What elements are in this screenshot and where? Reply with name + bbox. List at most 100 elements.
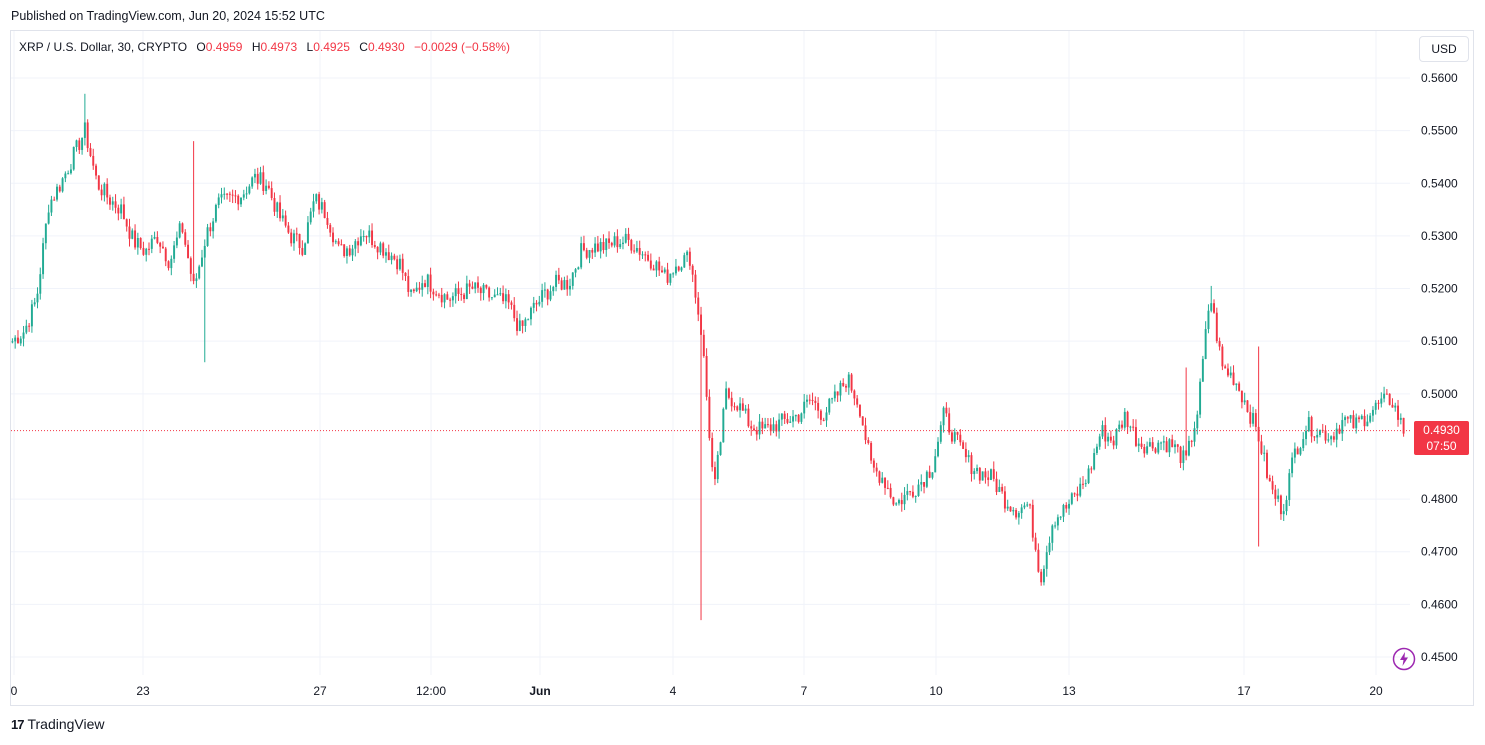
- candle-body: [571, 272, 574, 286]
- candle-body: [499, 293, 502, 295]
- candle-body: [727, 388, 730, 398]
- time-tick-label: 27: [313, 684, 327, 698]
- candle-body: [527, 319, 530, 321]
- candle-body: [1397, 405, 1400, 420]
- lightning-bolt-icon[interactable]: [1392, 647, 1416, 671]
- candle-body: [1360, 415, 1363, 420]
- candle-body: [245, 193, 248, 195]
- candle-body: [808, 399, 811, 401]
- candle-body: [36, 293, 39, 303]
- candle-body: [1277, 495, 1280, 499]
- candle-body: [903, 494, 906, 505]
- candle-body: [518, 320, 521, 331]
- open-value: 0.4959: [205, 40, 243, 54]
- tradingview-footer[interactable]: 17 TradingView: [11, 716, 105, 732]
- candle-body: [1176, 444, 1179, 447]
- candle-body: [870, 443, 873, 461]
- candle-body: [845, 385, 847, 388]
- candle-body: [474, 282, 477, 289]
- candle-body: [471, 286, 474, 289]
- candle-body: [320, 202, 323, 210]
- tradingview-brand: TradingView: [27, 716, 105, 732]
- candle-body: [1107, 436, 1110, 442]
- candle-body: [596, 243, 599, 252]
- price-tick-label: 0.5200: [1421, 282, 1458, 296]
- candle-body: [16, 337, 19, 344]
- candle-body: [1358, 417, 1360, 420]
- currency-button[interactable]: USD: [1419, 36, 1469, 62]
- candle-body: [599, 242, 602, 252]
- candle-body: [1109, 436, 1112, 441]
- candle-body: [465, 283, 468, 300]
- time-tick-label: 13: [1062, 684, 1076, 698]
- candle-body: [1146, 446, 1149, 454]
- candle-body: [644, 254, 647, 256]
- candle-body: [582, 243, 585, 251]
- time-tick-label: 17: [1237, 684, 1251, 698]
- chart-frame[interactable]: [10, 30, 1474, 706]
- candle-body: [1266, 452, 1268, 478]
- candle-body: [1137, 443, 1140, 446]
- candle-body: [605, 238, 608, 251]
- candle-body: [909, 491, 912, 493]
- time-tick-label: 12:00: [416, 684, 446, 698]
- candle-body: [973, 471, 976, 475]
- candle-body: [139, 237, 142, 249]
- candle-body: [359, 236, 362, 246]
- candle-body: [189, 258, 192, 274]
- candle-body: [878, 471, 881, 483]
- candle-body: [970, 455, 973, 475]
- candle-body: [351, 248, 354, 256]
- candle-body: [842, 382, 845, 386]
- candle-body: [1260, 441, 1263, 454]
- candle-body: [1042, 568, 1045, 583]
- candle-body: [284, 215, 287, 226]
- candle-body: [900, 500, 903, 505]
- symbol-legend[interactable]: XRP / U.S. Dollar, 30, CRYPTO O0.4959 H0…: [19, 40, 510, 54]
- candle-body: [318, 194, 321, 210]
- candle-body: [345, 248, 348, 256]
- open-label: O: [196, 40, 206, 54]
- candle-body: [1059, 516, 1062, 518]
- candle-body: [716, 454, 719, 480]
- candle-body: [1182, 450, 1185, 464]
- candle-body: [468, 283, 471, 287]
- candle-body: [892, 497, 895, 505]
- candle-body: [1185, 450, 1188, 456]
- candle-body: [1190, 440, 1193, 442]
- candle-body: [488, 287, 491, 298]
- candle-body: [811, 399, 814, 401]
- candle-body: [1302, 439, 1305, 449]
- candle-body: [950, 432, 953, 442]
- candle-body: [1115, 429, 1118, 446]
- candle-body: [1341, 420, 1344, 434]
- bar-countdown: 07:50: [1426, 439, 1457, 453]
- candle-body: [365, 236, 368, 238]
- candle-body: [1006, 506, 1009, 509]
- candle-body: [259, 172, 262, 184]
- candle-body: [1330, 436, 1333, 440]
- candle-body: [22, 332, 25, 339]
- candle-body: [981, 471, 984, 481]
- candle-body: [688, 251, 691, 266]
- candle-body: [1151, 442, 1154, 449]
- candle-body: [1162, 441, 1165, 443]
- candle-body: [730, 397, 733, 407]
- candle-body: [1101, 425, 1104, 437]
- candle-body: [184, 232, 187, 245]
- candle-body: [577, 267, 580, 270]
- candle-body: [1316, 434, 1319, 438]
- candle-body: [479, 287, 482, 294]
- candle-body: [1243, 400, 1246, 403]
- candle-body: [231, 194, 234, 196]
- candle-body: [884, 477, 887, 488]
- candle-body: [457, 288, 460, 294]
- candle-body: [490, 297, 493, 299]
- candle-body: [864, 425, 867, 441]
- candle-body: [240, 197, 242, 205]
- candle-body: [1062, 505, 1065, 517]
- candle-body: [1285, 500, 1288, 512]
- candle-body: [253, 173, 256, 178]
- candle-body: [1399, 417, 1402, 420]
